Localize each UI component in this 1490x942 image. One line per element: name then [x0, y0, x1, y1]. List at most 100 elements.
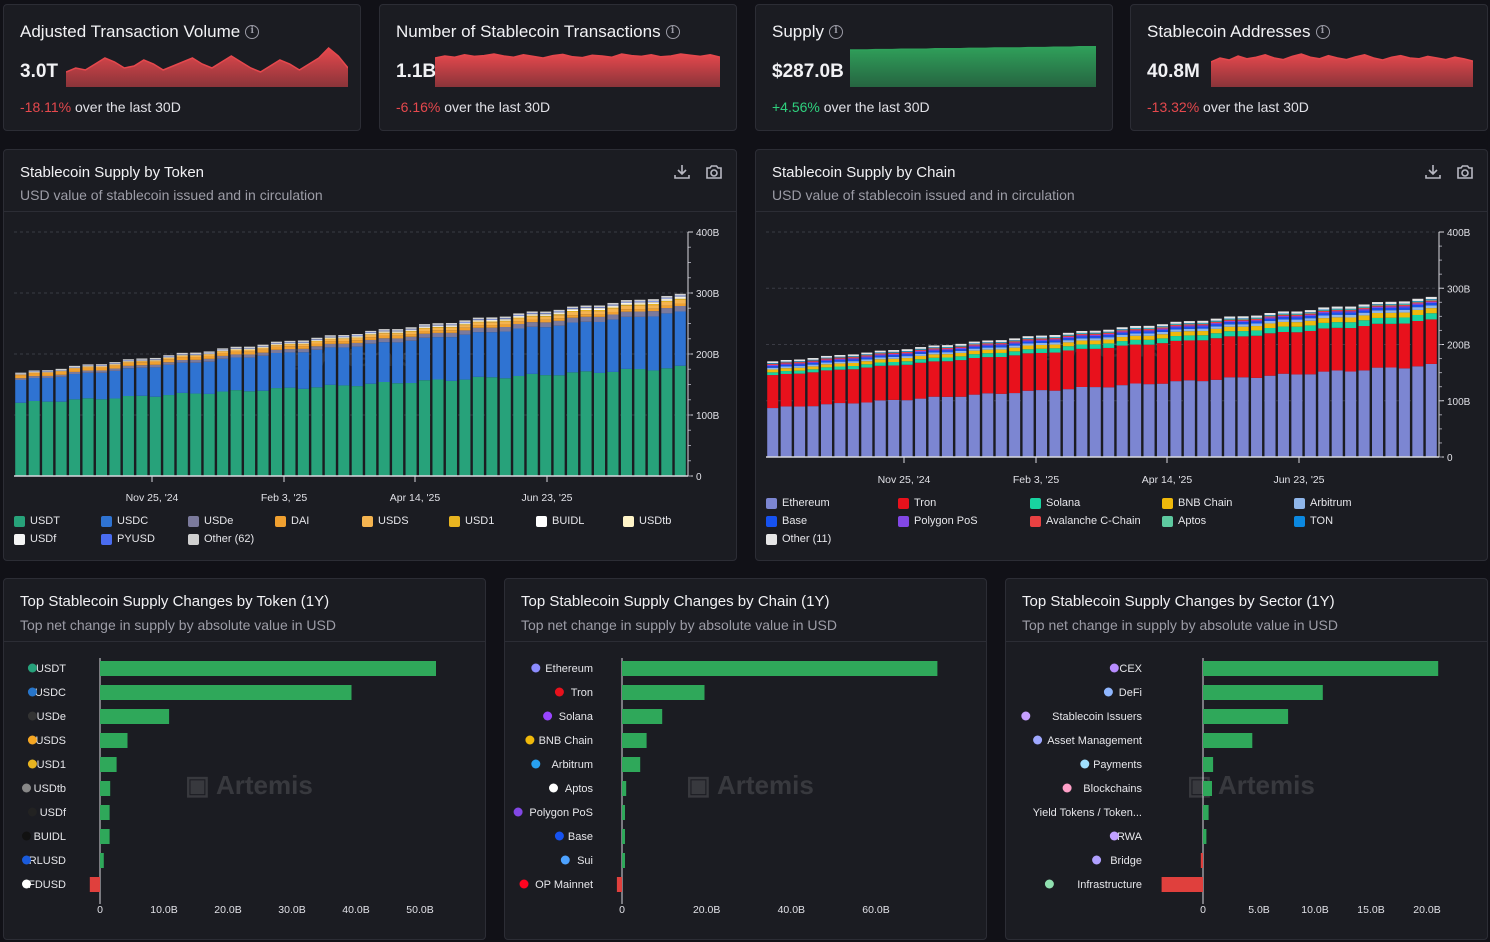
- bar-segment: [553, 312, 565, 314]
- legend-item[interactable]: Avalanche C-Chain: [1030, 515, 1141, 527]
- bar-segment: [1291, 313, 1303, 315]
- bar-segment: [526, 319, 538, 323]
- legend-item[interactable]: Base: [766, 515, 807, 527]
- legend-item[interactable]: USDe: [188, 515, 233, 527]
- bar-segment: [1318, 309, 1330, 311]
- bar-segment: [1304, 320, 1316, 326]
- info-icon[interactable]: i: [245, 25, 260, 39]
- bar-segment: [69, 399, 81, 476]
- bar-segment: [1425, 299, 1437, 300]
- legend-item[interactable]: TON: [1294, 515, 1333, 527]
- category-label: Bridge: [1110, 855, 1142, 867]
- bar-segment: [1358, 307, 1370, 309]
- bar-segment: [661, 297, 673, 299]
- legend-label: USD1: [465, 515, 495, 527]
- bar-segment: [1130, 325, 1142, 328]
- bar-segment: [593, 310, 606, 312]
- bar-segment: [392, 335, 404, 339]
- bar-segment: [284, 344, 296, 347]
- legend-swatch: [1030, 515, 1041, 527]
- bar-segment: [1318, 328, 1330, 372]
- legend-item[interactable]: Aptos: [1162, 515, 1206, 527]
- bar-segment: [567, 306, 579, 309]
- legend-item[interactable]: Arbitrum: [1294, 497, 1352, 509]
- bar-segment: [1009, 342, 1021, 344]
- bar-segment: [1425, 313, 1437, 320]
- camera-icon[interactable]: [704, 162, 724, 182]
- bar-segment: [861, 359, 873, 362]
- bar-segment: [1224, 318, 1236, 320]
- legend-item[interactable]: DAI: [275, 515, 309, 527]
- bar-segment: [432, 327, 444, 331]
- info-icon[interactable]: i: [828, 25, 843, 39]
- bar-segment: [661, 305, 673, 309]
- bar-segment: [593, 305, 606, 308]
- bar-segment: [1304, 312, 1316, 313]
- bar-segment: [1304, 314, 1316, 317]
- legend-item[interactable]: Other (62): [188, 533, 254, 545]
- bar-segment: [1049, 340, 1061, 343]
- legend-item[interactable]: Polygon PoS: [898, 515, 978, 527]
- category-icon: [513, 807, 523, 817]
- bar-segment: [392, 329, 404, 331]
- info-icon[interactable]: i: [1315, 25, 1330, 39]
- bar-segment: [1412, 309, 1424, 315]
- bar: [100, 757, 117, 772]
- bar-segment: [861, 355, 873, 357]
- bar-segment: [419, 380, 431, 476]
- y-tick-label: 300B: [696, 289, 720, 300]
- legend-item[interactable]: BUIDL: [536, 515, 584, 527]
- legend-item[interactable]: Other (11): [766, 533, 831, 545]
- info-icon[interactable]: i: [665, 25, 680, 39]
- bar-segment: [1170, 323, 1182, 325]
- legend-item[interactable]: USDT: [14, 515, 60, 527]
- bar-segment: [459, 323, 471, 325]
- legend-item[interactable]: USDS: [362, 515, 409, 527]
- bar-segment: [995, 344, 1007, 346]
- bar-segment: [674, 303, 686, 306]
- bar-segment: [190, 393, 202, 476]
- bar-segment: [915, 350, 927, 353]
- bar-segment: [217, 351, 229, 354]
- legend-swatch: [14, 533, 25, 545]
- legend-item[interactable]: Tron: [898, 497, 936, 509]
- bar-segment: [928, 345, 940, 348]
- bar-segment: [95, 372, 108, 400]
- bar-segment: [1103, 343, 1115, 348]
- legend-item[interactable]: USDf: [14, 533, 56, 545]
- bar-segment: [95, 364, 108, 366]
- legend-item[interactable]: PYUSD: [101, 533, 155, 545]
- bar-segment: [820, 355, 832, 358]
- bar-segment: [580, 314, 592, 317]
- bar-segment: [647, 316, 659, 371]
- bar-segment: [55, 371, 67, 375]
- y-tick-label: 200B: [1447, 341, 1471, 352]
- panel-title: Top Stablecoin Supply Changes by Chain (…: [521, 593, 830, 610]
- legend-item[interactable]: USDC: [101, 515, 148, 527]
- bar-segment: [1103, 387, 1115, 457]
- camera-icon[interactable]: [1455, 162, 1475, 182]
- bar-segment: [1156, 327, 1168, 329]
- legend-item[interactable]: Ethereum: [766, 497, 830, 509]
- bar-segment: [620, 311, 632, 317]
- bar-segment: [901, 349, 913, 352]
- legend-item[interactable]: USDtb: [623, 515, 671, 527]
- bar-segment: [351, 340, 363, 343]
- bar-segment: [780, 359, 792, 362]
- legend-item[interactable]: BNB Chain: [1162, 497, 1232, 509]
- bar-segment: [1036, 340, 1048, 343]
- category-label: BNB Chain: [539, 735, 593, 747]
- download-icon[interactable]: [672, 162, 692, 182]
- bar-segment: [1277, 314, 1289, 315]
- download-icon[interactable]: [1423, 162, 1443, 182]
- bar-segment: [284, 340, 296, 343]
- bar-segment: [378, 342, 390, 382]
- legend-item[interactable]: Solana: [1030, 497, 1080, 509]
- bar-segment: [955, 347, 967, 350]
- bar-segment: [1210, 326, 1222, 329]
- bar-segment: [1103, 339, 1115, 344]
- legend-item[interactable]: USD1: [449, 515, 494, 527]
- bar-segment: [1062, 338, 1074, 341]
- bar-segment: [794, 366, 806, 368]
